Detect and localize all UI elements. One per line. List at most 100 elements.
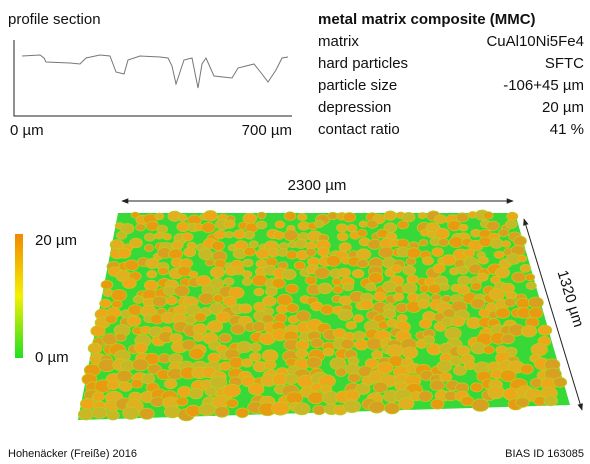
particle: [501, 334, 514, 344]
particle: [352, 269, 364, 278]
scale-min: 0 µm: [35, 349, 69, 366]
particle: [311, 338, 324, 348]
particle: [332, 278, 342, 285]
particle: [101, 280, 113, 289]
particle: [318, 247, 330, 256]
footer-credit: Hohenäcker (Freiße) 2016: [8, 448, 137, 460]
particle: [518, 255, 527, 262]
particle: [490, 239, 503, 249]
particle: [337, 224, 348, 232]
particle: [286, 251, 297, 259]
particle: [338, 268, 350, 277]
particle: [379, 247, 394, 258]
particle: [308, 392, 324, 404]
particle: [118, 248, 131, 258]
particle: [296, 311, 311, 322]
particle: [236, 408, 249, 418]
particle: [459, 224, 468, 231]
particle: [199, 403, 216, 415]
particle: [205, 259, 214, 266]
particle: [237, 341, 252, 352]
particle: [205, 387, 217, 396]
particle: [117, 370, 132, 382]
particle: [368, 273, 383, 284]
particle: [315, 220, 325, 227]
particle: [330, 358, 346, 370]
particle: [210, 267, 224, 278]
particle: [254, 288, 264, 296]
particle: [471, 283, 481, 291]
particle: [513, 236, 526, 246]
width-label: 2300 µm: [288, 177, 347, 194]
particle: [132, 359, 148, 371]
particle: [223, 384, 240, 397]
particle: [499, 229, 509, 237]
particle: [435, 215, 447, 224]
particle: [384, 211, 397, 220]
particle: [243, 259, 253, 267]
particle: [457, 266, 468, 274]
particle: [107, 410, 120, 420]
particle: [385, 403, 400, 414]
spec-value: 41 %: [550, 121, 584, 138]
particle: [131, 379, 143, 388]
profile-x-start: 0 µm: [10, 122, 44, 139]
particle: [402, 283, 417, 294]
particle: [359, 221, 368, 227]
particle: [242, 278, 252, 285]
particle: [155, 213, 164, 220]
particle: [182, 233, 193, 241]
particle: [284, 230, 298, 241]
spec-label: depression: [318, 99, 391, 116]
particle: [152, 296, 166, 307]
particle: [369, 401, 385, 413]
particle: [393, 293, 403, 301]
particle: [456, 213, 468, 222]
particle: [544, 396, 558, 406]
particle: [471, 383, 483, 392]
particle: [115, 333, 126, 341]
particle: [419, 319, 431, 328]
particle: [496, 308, 510, 319]
particle: [372, 351, 383, 359]
particle: [464, 249, 475, 257]
particle: [250, 343, 261, 351]
scale-max: 20 µm: [35, 232, 77, 249]
particle: [249, 241, 258, 248]
particle: [494, 251, 504, 258]
particle: [234, 230, 246, 239]
particle: [525, 274, 534, 281]
particle: [504, 298, 515, 307]
particle: [243, 271, 252, 278]
particle: [458, 276, 470, 285]
particle: [428, 284, 441, 294]
particle: [451, 316, 465, 326]
particle: [128, 305, 142, 316]
particle: [194, 313, 206, 322]
color-bar: [15, 234, 23, 358]
profile-title: profile section: [8, 11, 101, 28]
particle: [297, 213, 307, 220]
spec-label: contact ratio: [318, 121, 400, 138]
particle: [346, 321, 357, 329]
particle: [357, 230, 367, 237]
particle: [125, 260, 139, 271]
particle: [155, 233, 164, 240]
particle: [449, 237, 463, 248]
particle: [353, 331, 365, 340]
particle: [418, 391, 432, 402]
particle: [239, 304, 252, 313]
particle: [406, 258, 416, 265]
particle: [119, 382, 132, 391]
particle: [294, 261, 305, 269]
particle: [231, 324, 245, 334]
particle: [78, 409, 93, 420]
particle: [367, 338, 383, 350]
particle: [373, 382, 387, 393]
particle: [366, 283, 376, 291]
profile-x-end: 700 µm: [242, 122, 292, 139]
particle: [193, 324, 207, 335]
particle: [520, 364, 533, 374]
particle: [407, 248, 421, 258]
particle: [214, 230, 226, 239]
